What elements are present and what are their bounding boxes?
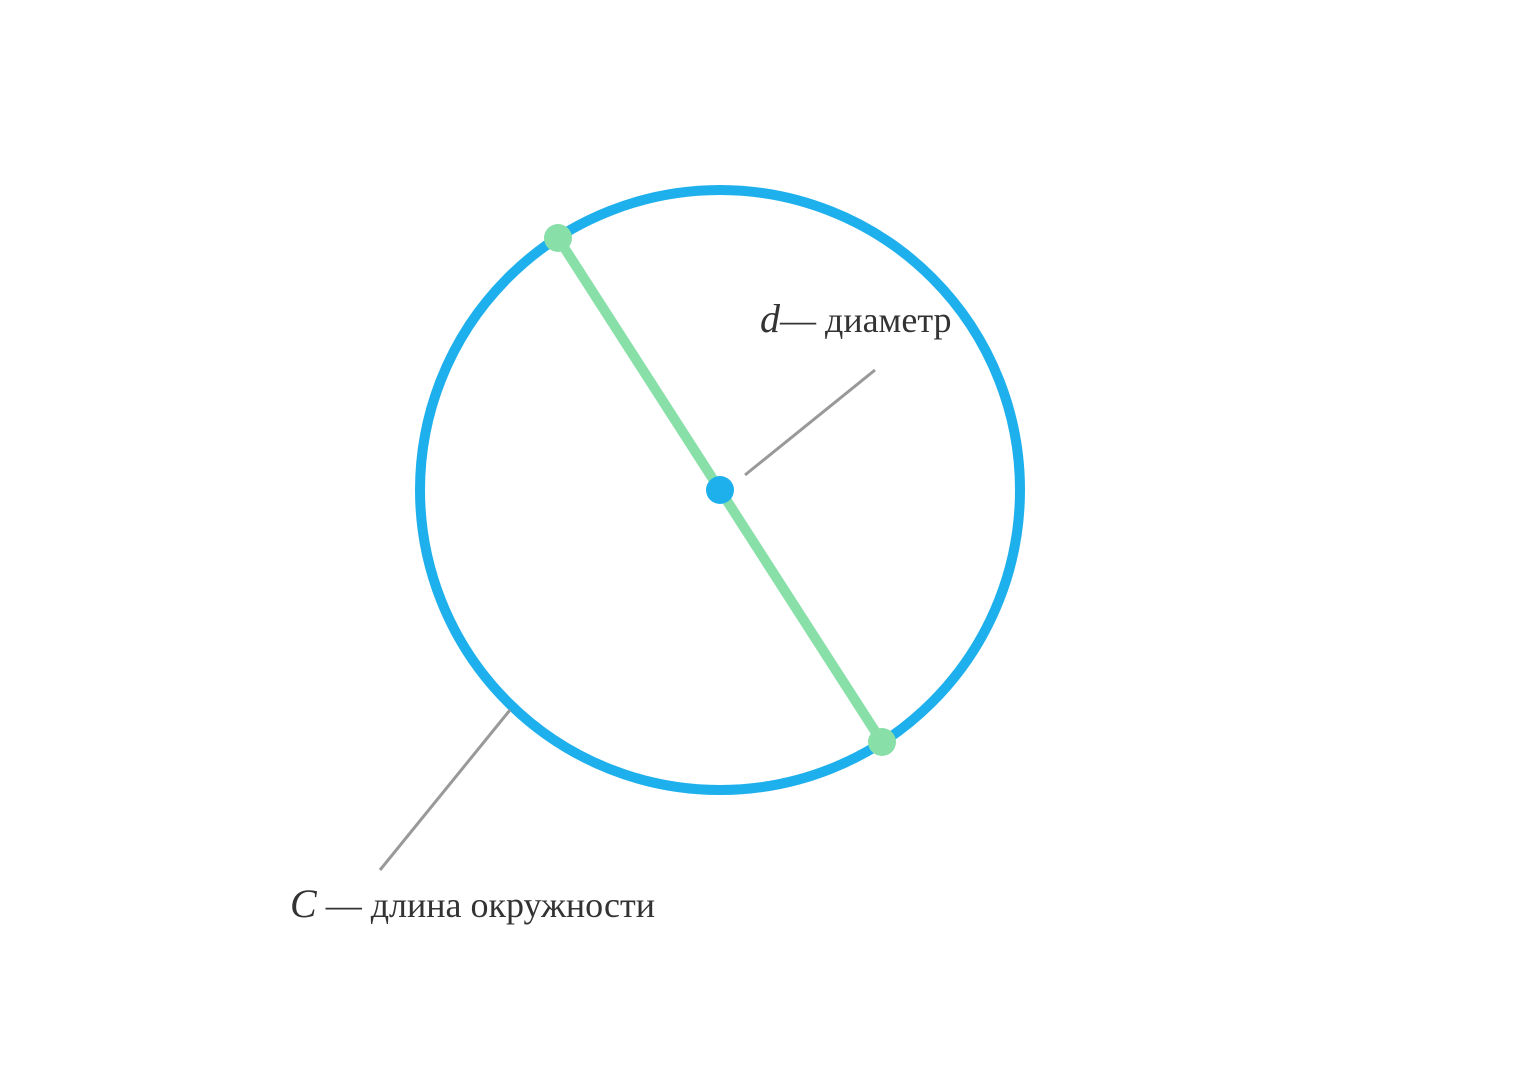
circumference-label: C — длина окружности — [290, 880, 655, 927]
circumference-symbol: C — [290, 881, 317, 926]
endpoint-bottom — [868, 728, 896, 756]
diagram-svg — [0, 0, 1536, 1089]
diameter-text: диаметр — [825, 300, 952, 340]
circumference-text: длина окружности — [371, 885, 655, 925]
diameter-dash: — — [780, 300, 816, 340]
center-point — [706, 476, 734, 504]
leader-line-diameter — [745, 370, 875, 475]
circumference-dash: — — [326, 885, 362, 925]
leader-line-circumference — [380, 710, 510, 870]
diameter-symbol: d — [760, 296, 780, 341]
endpoint-top — [544, 224, 572, 252]
circle-diagram: d— диаметр C — длина окружности — [0, 0, 1536, 1089]
diameter-label: d— диаметр — [760, 295, 952, 342]
